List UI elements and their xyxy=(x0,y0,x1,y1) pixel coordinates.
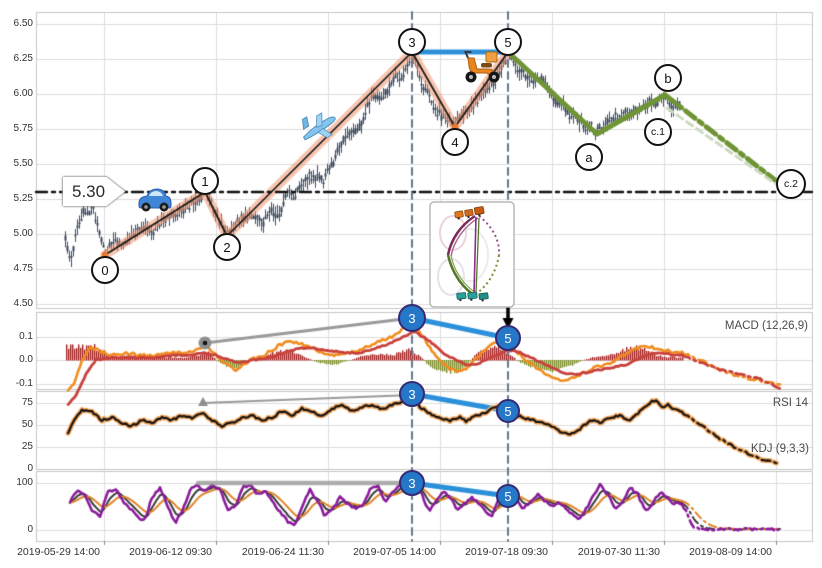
x-axis-tick-label: 2019-07-05 14:00 xyxy=(353,546,436,558)
x-axis-tick-label: 2019-07-30 11:30 xyxy=(577,546,660,558)
y-axis-tick-label: 5.75 xyxy=(13,123,33,134)
x-axis-tick-label: 2019-06-12 09:30 xyxy=(129,546,212,558)
y-axis-tick-label: 5.50 xyxy=(13,158,33,169)
wave-marker-b[interactable]: b xyxy=(654,64,682,92)
wave-marker-1[interactable]: 1 xyxy=(191,167,219,195)
wave-marker-c.2[interactable]: c.2 xyxy=(776,169,806,199)
y-axis-tick-label: 6.50 xyxy=(13,18,33,29)
kdj-panel-label: KDJ (9,3,3) xyxy=(750,443,809,455)
y-axis-tick-label: 50 xyxy=(21,418,33,430)
indicator-marker-kdj-3[interactable]: 3 xyxy=(399,470,425,496)
indicator-marker-kdj-5[interactable]: 5 xyxy=(496,484,520,508)
train-down-icon xyxy=(456,291,489,302)
y-axis-tick-label: 0 xyxy=(27,462,33,474)
y-axis-tick-label: 100 xyxy=(16,477,33,488)
rsi-panel-label: RSI 14 xyxy=(772,397,808,409)
y-axis-tick-label: 0.1 xyxy=(19,330,33,342)
wave-marker-4[interactable]: 4 xyxy=(441,128,469,156)
x-axis-tick-label: 2019-05-29 14:00 xyxy=(17,546,100,558)
y-axis-tick-label: 4.75 xyxy=(13,263,33,274)
y-axis-tick-label: 6.25 xyxy=(13,53,33,64)
wave-marker-c.1[interactable]: c.1 xyxy=(644,118,672,146)
rollercoaster-inset xyxy=(429,201,515,308)
y-axis-tick-label: 4.50 xyxy=(13,298,33,309)
price-level-flag-text: 5.30 xyxy=(63,177,125,206)
wave-marker-5[interactable]: 5 xyxy=(494,28,522,56)
y-axis-tick-label: 6.00 xyxy=(13,88,33,99)
car-icon xyxy=(138,188,172,212)
wave-marker-3[interactable]: 3 xyxy=(398,28,426,56)
airplane-icon xyxy=(302,112,336,141)
macd-panel-label: MACD (12,26,9) xyxy=(724,320,808,332)
y-axis-tick-label: -0.1 xyxy=(15,377,33,389)
x-axis-tick-label: 2019-08-09 14:00 xyxy=(689,546,772,558)
indicator-marker-macd-5[interactable]: 5 xyxy=(495,325,521,351)
indicator-marker-macd-3[interactable]: 3 xyxy=(398,304,426,332)
y-axis-tick-label: 5.00 xyxy=(13,228,33,239)
indicator-marker-rsi-3[interactable]: 3 xyxy=(399,381,425,407)
scooter-icon xyxy=(464,51,500,83)
y-axis-tick-label: 0.0 xyxy=(19,354,33,365)
y-axis-tick-label: 75 xyxy=(21,396,33,408)
y-axis-tick-label: 25 xyxy=(21,440,33,452)
train-up-icon xyxy=(454,206,485,220)
price-level-flag: 5.30 xyxy=(63,177,125,206)
wave-marker-2[interactable]: 2 xyxy=(213,233,241,261)
indicator-marker-rsi-5[interactable]: 5 xyxy=(496,399,520,423)
wave-marker-a[interactable]: a xyxy=(575,143,603,171)
y-axis-tick-label: 5.25 xyxy=(13,193,33,204)
x-axis-tick-label: 2019-06-24 11:30 xyxy=(241,546,324,558)
y-axis-tick-label: 0 xyxy=(27,524,33,535)
wave-marker-0[interactable]: 0 xyxy=(91,256,119,284)
x-axis-tick-label: 2019-07-18 09:30 xyxy=(465,546,548,558)
